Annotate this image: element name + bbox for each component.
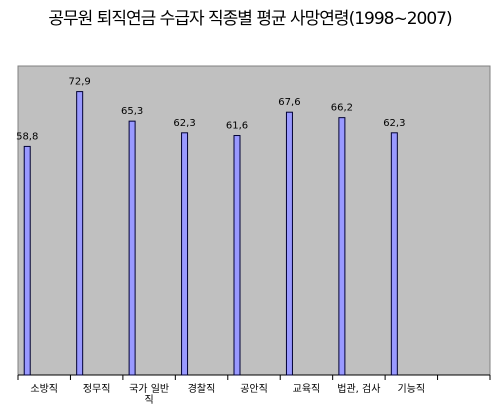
bar xyxy=(338,117,346,376)
value-label: 67,6 xyxy=(278,97,300,108)
x-tick-label: 법관, 검사 xyxy=(337,384,381,395)
bar xyxy=(390,132,398,376)
x-tick-label: 정무직 xyxy=(82,384,111,395)
value-label: 62,3 xyxy=(173,118,195,129)
value-label: 58,8 xyxy=(16,131,38,142)
bar xyxy=(285,111,293,376)
bar xyxy=(181,132,189,376)
value-label: 72,9 xyxy=(69,77,91,88)
bar xyxy=(233,135,241,376)
bar xyxy=(76,91,84,376)
chart-title: 공무원 퇴직연금 수급자 직종별 평균 사망연령(1998~2007) xyxy=(48,9,452,29)
x-tick-label: 기능직 xyxy=(397,384,426,395)
x-tick-label: 공안직 xyxy=(240,384,268,395)
x-tick-label: 경찰직 xyxy=(187,384,216,395)
value-label: 65,3 xyxy=(121,106,143,117)
value-label: 61,6 xyxy=(226,121,248,132)
value-label: 66,2 xyxy=(331,103,353,114)
x-tick-label: 교육직 xyxy=(292,384,321,395)
x-tick-label: 소방직 xyxy=(30,384,59,395)
x-tick-label: 국가 일반직 xyxy=(129,384,170,406)
value-label: 62,3 xyxy=(383,118,405,129)
bar xyxy=(128,120,136,376)
bar xyxy=(23,145,31,376)
plot-area xyxy=(17,65,491,376)
